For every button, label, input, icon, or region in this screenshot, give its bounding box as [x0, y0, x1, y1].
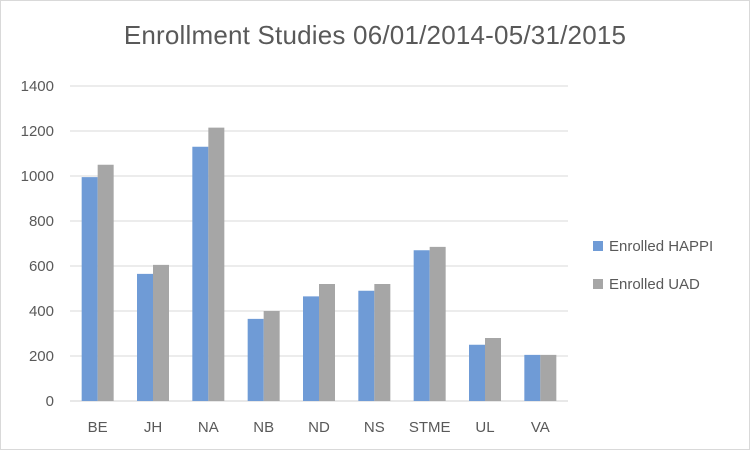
bar-enrolled-uad-ns	[374, 284, 391, 401]
bars	[81, 127, 557, 401]
legend-swatch	[593, 279, 603, 289]
legend-item: Enrolled HAPPI	[593, 227, 713, 265]
y-tick-label: 1000	[21, 168, 54, 185]
bar-enrolled-uad-na	[208, 127, 225, 401]
chart-legend: Enrolled HAPPI Enrolled UAD	[593, 227, 713, 303]
chart-title: Enrollment Studies 06/01/2014-05/31/2015	[123, 20, 627, 50]
y-tick-label: 600	[29, 258, 54, 275]
bar-enrolled-happi-nd	[303, 296, 319, 401]
x-tick-label: VA	[531, 419, 550, 436]
y-tick-label: 200	[29, 348, 54, 365]
bar-enrolled-uad-jh	[153, 264, 169, 401]
legend-item: Enrolled UAD	[593, 265, 713, 303]
x-tick-label: NB	[253, 419, 274, 436]
legend-swatch	[593, 241, 603, 251]
bar-enrolled-uad-be	[97, 164, 114, 401]
y-tick-label: 0	[46, 393, 54, 410]
y-tick-label: 800	[29, 213, 54, 230]
y-tick-label: 1200	[21, 123, 54, 140]
bar-enrolled-happi-ns	[358, 290, 375, 401]
bar-enrolled-happi-nb	[247, 318, 264, 401]
bar-enrolled-happi-va	[524, 354, 541, 401]
bar-enrolled-uad-ul	[485, 338, 501, 401]
legend-label: Enrolled HAPPI	[609, 237, 714, 255]
x-tick-label: NA	[198, 419, 219, 436]
y-tick-label: 1400	[21, 78, 54, 95]
bar-enrolled-happi-ul	[469, 344, 485, 401]
bar-enrolled-uad-nb	[263, 311, 280, 401]
bar-enrolled-happi-be	[81, 177, 98, 401]
bar-enrolled-happi-stme	[413, 250, 430, 401]
x-tick-label: STME	[409, 419, 451, 436]
bar-enrolled-uad-nd	[319, 284, 335, 401]
bar-enrolled-happi-na	[192, 146, 209, 401]
x-tick-label: UL	[475, 419, 494, 436]
legend-label: Enrolled UAD	[609, 275, 700, 293]
x-tick-label: BE	[88, 419, 108, 436]
y-axis-ticks: 0 200 400 600 800 1000 1200 1400	[21, 78, 54, 410]
bar-enrolled-uad-va	[540, 354, 557, 401]
x-axis-ticks: BE JH NA NB ND NS STME UL VA	[88, 419, 550, 436]
bar-enrolled-happi-jh	[137, 273, 153, 401]
x-tick-label: JH	[144, 419, 162, 436]
bar-enrolled-uad-stme	[429, 246, 446, 401]
x-tick-label: ND	[308, 419, 330, 436]
y-tick-label: 400	[29, 303, 54, 320]
x-tick-label: NS	[364, 419, 385, 436]
